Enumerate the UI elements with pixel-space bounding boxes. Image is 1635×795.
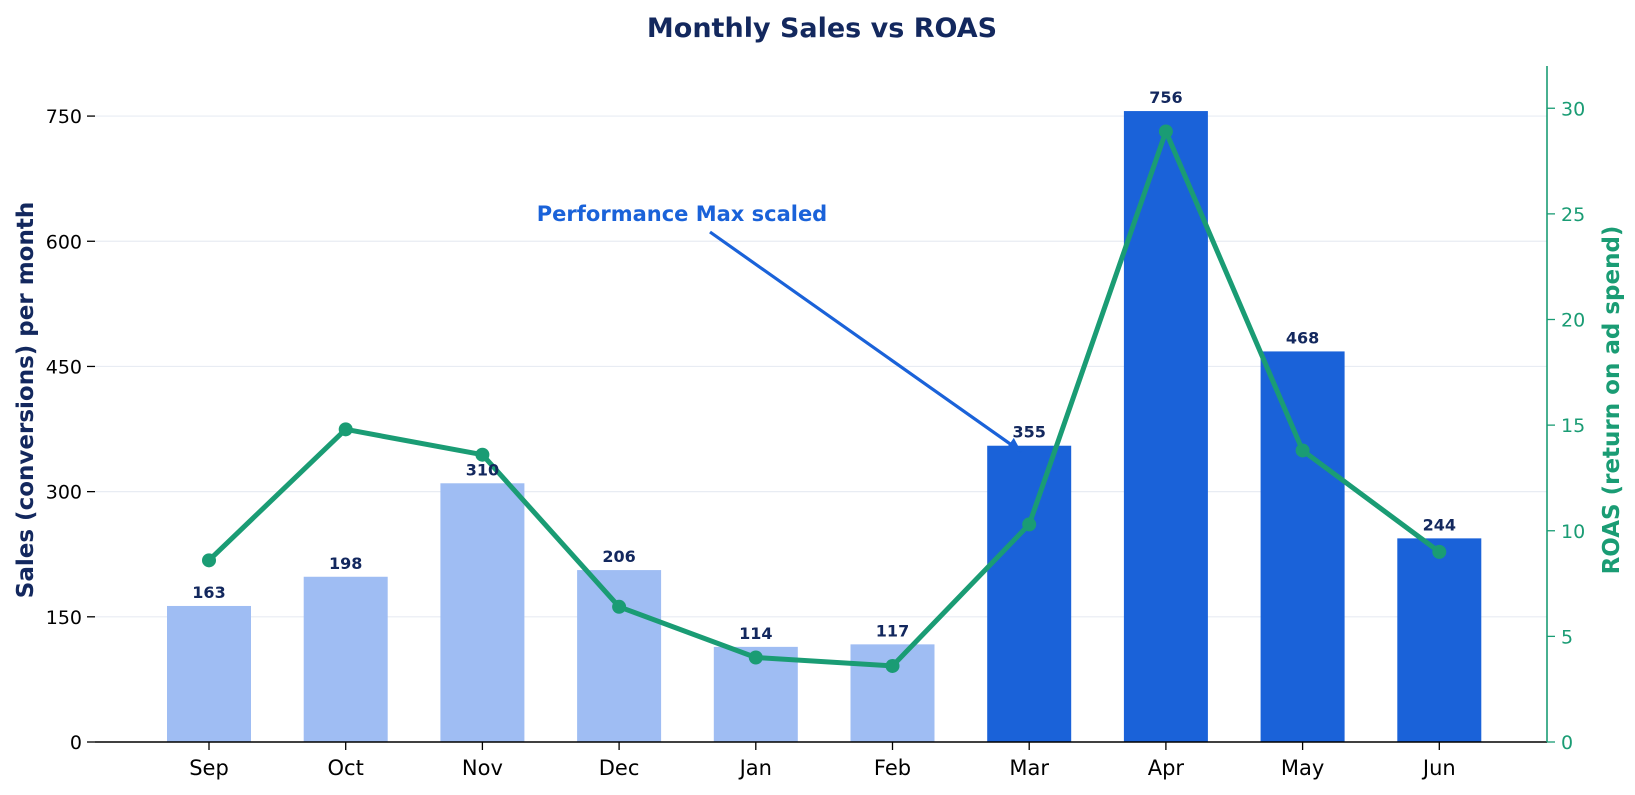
bar-value-label: 198 [329, 554, 362, 573]
annotation: Performance Max scaled [537, 202, 1023, 454]
x-tick-label: Dec [599, 756, 640, 780]
bar-value-label: 355 [1012, 423, 1045, 442]
y-tick-label: 0 [70, 732, 82, 754]
y2-tick-label: 15 [1561, 415, 1585, 437]
roas-point-feb [885, 658, 900, 673]
roas-point-sep [202, 553, 216, 568]
chart-title: Monthly Sales vs ROAS [647, 13, 997, 44]
bar-value-label: 244 [1423, 515, 1456, 534]
x-tick-label: Mar [1009, 756, 1049, 780]
x-tick-label: Sep [189, 756, 229, 780]
bar-value-label: 117 [876, 621, 909, 640]
y-axis-label: Sales (conversions) per month [13, 202, 39, 598]
roas-point-dec [612, 599, 627, 614]
x-tick-label: Oct [328, 756, 364, 780]
annotation-text: Performance Max scaled [537, 202, 827, 226]
roas-point-apr [1158, 124, 1173, 139]
roas-point-nov [475, 447, 490, 462]
y-tick-label: 300 [46, 482, 82, 504]
y-tick-label: 750 [46, 106, 82, 128]
bar-value-label: 114 [739, 624, 772, 643]
bar-oct [303, 576, 388, 742]
bar-value-label: 206 [602, 547, 635, 566]
x-tick-label: Apr [1148, 756, 1185, 780]
bar-value-label: 163 [192, 583, 225, 602]
annotation-arrowhead [1005, 437, 1022, 452]
y2-tick-label: 10 [1561, 521, 1585, 543]
y-tick-label: 450 [46, 356, 82, 378]
roas-point-mar [1022, 517, 1037, 532]
roas-point-jun [1432, 544, 1447, 559]
bar-mar [987, 445, 1072, 742]
x-tick-label: Jan [738, 756, 772, 780]
data-labels: 163 198 310 206 114 117 355 756 468 244 [192, 88, 1456, 643]
x-tick-label: Jun [1421, 756, 1456, 780]
y2-tick-label: 30 [1561, 98, 1585, 120]
y2-axis-label: ROAS (return on ad spend) [1599, 226, 1625, 575]
roas-point-jan [748, 650, 763, 665]
y-tick-label: 150 [46, 607, 82, 629]
bar-value-label: 310 [466, 460, 499, 479]
y-tick-label: 600 [46, 231, 82, 253]
bar-nov [440, 483, 525, 742]
bar-dec [577, 570, 662, 742]
bar-value-label: 468 [1286, 328, 1319, 347]
bar-sep [167, 605, 251, 742]
roas-line-series [202, 124, 1447, 673]
roas-point-may [1295, 443, 1310, 458]
roas-point-oct [338, 422, 353, 437]
roas-line [206, 128, 1442, 669]
y2-tick-label: 25 [1561, 204, 1585, 226]
x-tick-label: May [1281, 756, 1324, 780]
annotation-arrow [709, 230, 1023, 454]
y2-tick-label: 20 [1561, 310, 1585, 332]
y2-tick-label: 0 [1561, 732, 1573, 754]
bar-may [1260, 351, 1345, 742]
bar-jun [1397, 538, 1482, 742]
y2-tick-label: 5 [1561, 626, 1573, 648]
x-tick-label: Feb [874, 756, 911, 780]
bar-value-label: 756 [1149, 88, 1182, 107]
x-tick-label: Nov [462, 756, 503, 780]
